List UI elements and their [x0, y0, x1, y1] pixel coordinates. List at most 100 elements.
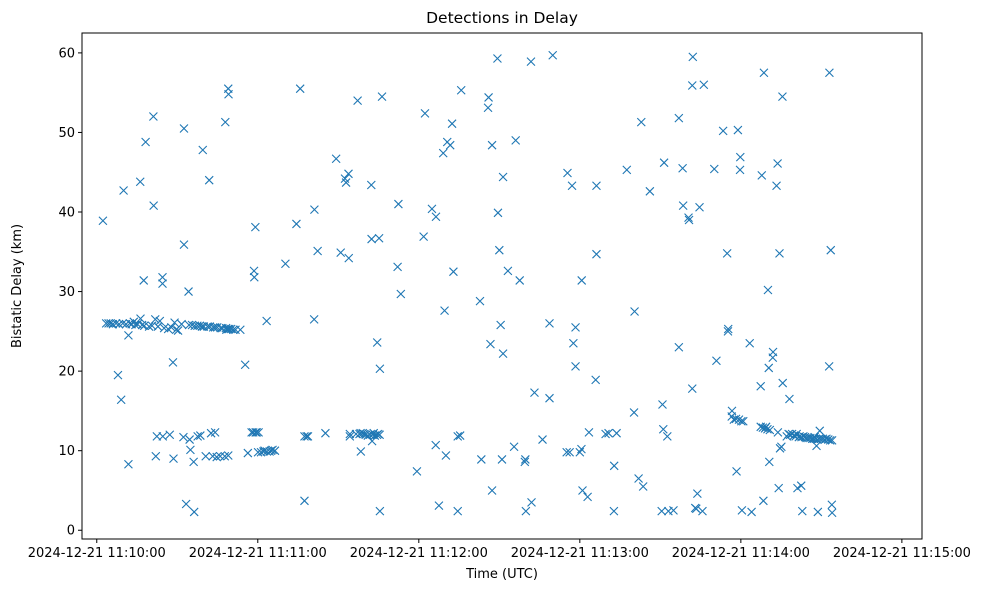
data-point [155, 316, 165, 326]
data-point [763, 285, 773, 295]
data-point [177, 319, 186, 329]
data-point [609, 506, 619, 516]
data-point [604, 428, 613, 438]
data-point [659, 158, 669, 168]
x-tick-label: 2024-12-21 11:12:00 [350, 546, 488, 561]
data-point [773, 159, 783, 168]
data-point [688, 52, 698, 62]
data-point [158, 279, 167, 289]
data-point [527, 498, 536, 507]
data-point [153, 322, 163, 331]
data-point [254, 428, 263, 437]
data-point [168, 357, 178, 367]
data-point [483, 103, 493, 113]
data-point [113, 370, 123, 380]
data-point [662, 431, 672, 441]
data-point [825, 435, 835, 445]
data-point [300, 431, 309, 441]
data-point [592, 181, 601, 191]
data-point [638, 482, 648, 491]
data-point [775, 248, 784, 258]
data-point [545, 319, 554, 328]
data-point [498, 172, 508, 182]
data-point [150, 315, 160, 324]
data-point [538, 435, 547, 444]
data-point [118, 319, 128, 328]
y-tick-label: 0 [67, 524, 75, 539]
data-point [511, 136, 521, 145]
y-tick-label: 40 [58, 206, 75, 221]
data-point [678, 201, 688, 211]
data-point [198, 145, 208, 155]
x-tick-label: 2024-12-21 11:14:00 [672, 546, 810, 561]
data-point [262, 316, 272, 326]
data-point [345, 429, 355, 439]
data-point [601, 429, 610, 439]
data-point [292, 219, 301, 229]
data-point [344, 169, 353, 179]
data-point [731, 414, 741, 424]
data-point [736, 416, 746, 426]
y-tick-label: 30 [58, 285, 75, 300]
data-point [396, 289, 406, 299]
data-point [765, 425, 775, 435]
data-point [737, 505, 747, 515]
data-point [758, 423, 768, 433]
data-point [658, 400, 667, 409]
data-point [486, 339, 495, 349]
data-point [827, 508, 837, 518]
data-point [139, 276, 149, 285]
x-axis-label: Time (UTC) [465, 567, 538, 582]
data-point [114, 319, 124, 329]
data-point [825, 68, 834, 78]
y-tick-label: 20 [58, 365, 75, 380]
data-point [609, 461, 619, 471]
data-point [310, 205, 319, 215]
data-point [778, 378, 788, 388]
data-point [709, 164, 719, 174]
data-point [497, 455, 507, 464]
data-point [735, 165, 745, 175]
data-point [377, 92, 387, 102]
data-point [166, 322, 176, 332]
chart-title: Detections in Delay [426, 9, 578, 27]
data-point [684, 215, 694, 225]
data-point [568, 338, 578, 348]
data-point [521, 506, 531, 516]
data-point [393, 262, 402, 272]
data-point [475, 296, 485, 306]
data-point [456, 85, 466, 95]
data-point [545, 393, 554, 403]
data-point [772, 181, 781, 191]
data-point [530, 388, 539, 397]
data-point [687, 384, 697, 394]
data-point [372, 338, 382, 347]
data-point [796, 481, 806, 491]
y-axis: 0 10 20 30 40 50 60 [58, 46, 82, 539]
data-point [575, 447, 585, 457]
data-point [571, 322, 580, 332]
data-point [358, 428, 368, 438]
data-point [776, 442, 786, 452]
data-point [487, 140, 497, 150]
data-point [228, 325, 238, 335]
data-point [151, 451, 161, 461]
data-point [345, 431, 355, 441]
x-tick-label: 2024-12-21 11:13:00 [511, 546, 649, 561]
data-point [111, 319, 121, 328]
data-point [394, 199, 403, 209]
data-point [375, 430, 385, 440]
data-point [212, 452, 222, 462]
data-point [158, 431, 168, 441]
data-point [732, 466, 741, 476]
data-point [321, 428, 330, 438]
data-point [356, 447, 366, 456]
data-point [249, 272, 259, 282]
data-point [778, 92, 787, 102]
data-point [98, 216, 108, 226]
data-point [674, 342, 684, 352]
data-point [565, 447, 575, 457]
data-point [718, 126, 728, 136]
data-point [303, 431, 313, 441]
data-point [738, 416, 748, 426]
